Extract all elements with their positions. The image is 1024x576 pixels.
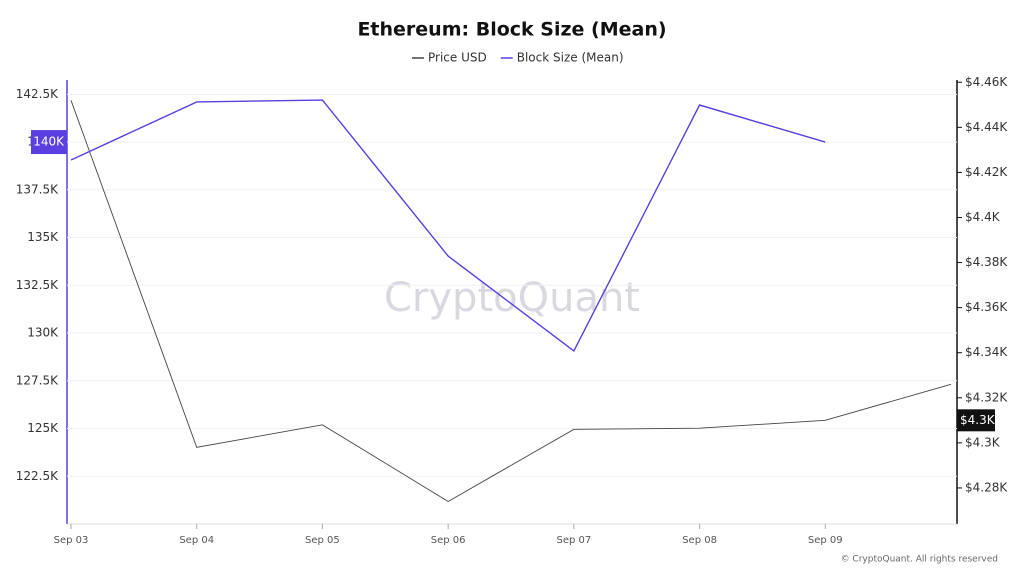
x-tick-label: Sep 05 [305,535,340,546]
y-tick-label: 125K [27,421,59,435]
y-marker-label: 140K [33,135,65,149]
y2-tick-label: $4.38K [965,255,1008,269]
x-tick-label: Sep 09 [808,535,843,546]
y-tick-label: 132.5K [16,278,59,292]
y-tick-label: 137.5K [16,182,59,196]
y-tick-label: 127.5K [16,373,59,387]
y2-tick-label: $4.42K [965,165,1008,179]
y2-marker-badge [957,409,995,432]
x-tick-label: Sep 04 [179,535,214,546]
y2-tick-label: $4.36K [965,300,1008,314]
y2-tick-label: $4.32K [965,390,1008,404]
y2-marker-label: $4.3K [960,413,996,427]
x-tick-label: Sep 07 [556,535,591,546]
chart-title: Ethereum: Block Size (Mean) [357,19,666,41]
y-marker-badge [31,130,67,155]
y-tick-label: 130K [27,326,59,340]
watermark: CryptoQuant [384,275,640,321]
x-tick-label: Sep 08 [682,535,717,546]
legend-label: Price USD [428,51,487,65]
y2-tick-label: $4.46K [965,75,1008,89]
x-tick-label: Sep 06 [431,535,466,546]
y2-tick-label: $4.4K [965,210,1001,224]
y2-tick-label: $4.34K [965,345,1008,359]
y2-tick-label: $4.3K [965,435,1001,449]
y-tick-label: 142.5K [16,87,59,101]
y-tick-label: 122.5K [16,469,59,483]
series-line [70,99,826,353]
series-line [70,100,952,502]
legend-label: Block Size (Mean) [517,51,624,65]
y2-tick-label: $4.44K [965,120,1008,134]
copyright: © CryptoQuant. All rights reserved [841,555,998,565]
y-tick-label: 135K [27,230,59,244]
y2-tick-label: $4.28K [965,480,1008,494]
x-tick-label: Sep 03 [54,535,89,546]
